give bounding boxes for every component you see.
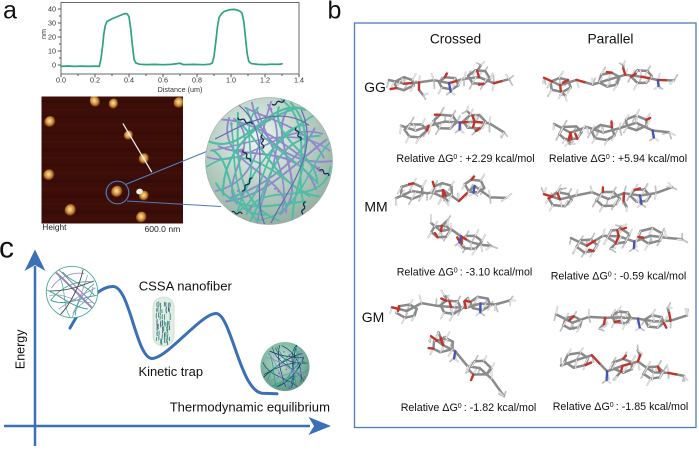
svg-text:Relative ΔG0 : +2.29 kcal/mol: Relative ΔG0 : +2.29 kcal/mol bbox=[396, 153, 534, 165]
svg-text:Height: Height bbox=[42, 222, 67, 232]
svg-text:Relative ΔG0 : -1.85 kcal/mol: Relative ΔG0 : -1.85 kcal/mol bbox=[553, 401, 689, 413]
svg-text:0: 0 bbox=[52, 61, 56, 70]
svg-text:nm: nm bbox=[39, 29, 48, 39]
svg-text:1.0: 1.0 bbox=[226, 76, 236, 85]
svg-text:CSSA nanofiber: CSSA nanofiber bbox=[139, 279, 233, 294]
svg-text:Relative ΔG0 : -0.59 kcal/mol: Relative ΔG0 : -0.59 kcal/mol bbox=[551, 271, 687, 283]
svg-text:c: c bbox=[0, 232, 14, 265]
svg-text:600.0 nm: 600.0 nm bbox=[144, 224, 180, 234]
svg-text:Relative ΔG0 : -3.10 kcal/mol: Relative ΔG0 : -3.10 kcal/mol bbox=[397, 267, 533, 279]
svg-text:Distance (um): Distance (um) bbox=[158, 85, 203, 94]
svg-text:1.4: 1.4 bbox=[294, 76, 304, 85]
svg-text:0.4: 0.4 bbox=[124, 76, 134, 85]
svg-text:Crossed: Crossed bbox=[430, 32, 481, 47]
svg-text:Relative ΔG0 : -1.82 kcal/mol: Relative ΔG0 : -1.82 kcal/mol bbox=[401, 402, 537, 414]
svg-text:0.0: 0.0 bbox=[56, 76, 66, 85]
svg-text:0.8: 0.8 bbox=[192, 76, 202, 85]
svg-text:Energy: Energy bbox=[13, 329, 27, 369]
svg-text:30: 30 bbox=[48, 19, 56, 28]
svg-text:b: b bbox=[328, 0, 342, 24]
svg-text:0.6: 0.6 bbox=[158, 76, 168, 85]
svg-text:a: a bbox=[3, 0, 17, 25]
svg-text:GM: GM bbox=[362, 309, 385, 325]
svg-text:Parallel: Parallel bbox=[587, 32, 633, 47]
svg-text:0.2: 0.2 bbox=[90, 76, 100, 85]
svg-text:GG: GG bbox=[364, 79, 386, 95]
svg-text:Kinetic trap: Kinetic trap bbox=[139, 364, 204, 379]
svg-text:1.2: 1.2 bbox=[260, 76, 270, 85]
svg-text:MM: MM bbox=[364, 199, 387, 215]
svg-text:Thermodynamic equilibrium: Thermodynamic equilibrium bbox=[170, 399, 330, 414]
svg-text:20: 20 bbox=[48, 33, 56, 42]
svg-text:10: 10 bbox=[48, 47, 56, 56]
svg-text:40: 40 bbox=[48, 5, 56, 14]
svg-text:Relative ΔG0 : +5.94 kcal/mol: Relative ΔG0 : +5.94 kcal/mol bbox=[549, 153, 687, 165]
